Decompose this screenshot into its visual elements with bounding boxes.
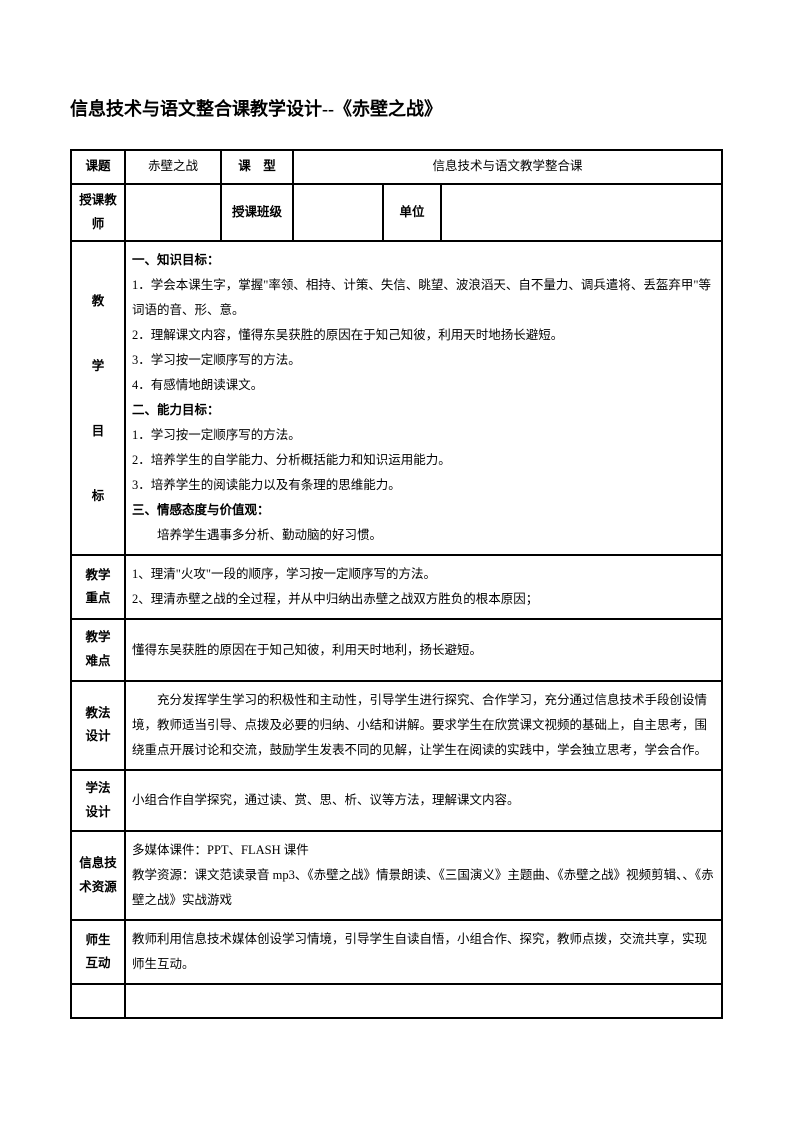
objectives-row: 教学目标 一、知识目标： 1．学会本课生字，掌握"率领、相持、计策、失信、眺望、… <box>71 241 722 555</box>
interaction-row: 师生互动 教师利用信息技术媒体创设学习情境，引导学生自读自悟，小组合作、探究，教… <box>71 920 722 984</box>
teaching-design-content: 充分发挥学生学习的积极性和主动性，引导学生进行探究、合作学习，充分通过信息技术手… <box>125 681 722 770</box>
difficulties-content: 懂得东吴获胜的原因在于知己知彼，利用天时地利，扬长避短。 <box>125 619 722 681</box>
class-label: 授课班级 <box>221 184 293 242</box>
obj-l3: 3．学习按一定顺序写的方法。 <box>132 348 715 373</box>
class-value <box>293 184 383 242</box>
teacher-value <box>125 184 221 242</box>
page-title: 信息技术与语文整合课教学设计--《赤壁之战》 <box>70 95 723 121</box>
obj-l1: 1．学会本课生字，掌握"率领、相持、计策、失信、眺望、波浪滔天、自不量力、调兵遣… <box>132 273 715 323</box>
diff-text: 懂得东吴获胜的原因在于知己知彼，利用天时地利，扬长避短。 <box>132 638 715 663</box>
empty-cell-1 <box>71 984 125 1018</box>
objectives-label: 教学目标 <box>71 241 125 555</box>
header-row-2: 授课教师 授课班级 单位 <box>71 184 722 242</box>
unit-value <box>441 184 722 242</box>
obj-h3: 三、情感态度与价值观： <box>132 498 715 523</box>
header-row-1: 课题 赤壁之战 课 型 信息技术与语文教学整合课 <box>71 150 722 184</box>
learning-design-label: 学法设计 <box>71 770 125 832</box>
kp-l1: 1、理清"火攻"一段的顺序，学习按一定顺序写的方法。 <box>132 562 715 587</box>
res-l1: 多媒体课件：PPT、FLASH 课件 <box>132 838 715 863</box>
obj-l4: 4．有感情地朗读课文。 <box>132 373 715 398</box>
teaching-design-label: 教法设计 <box>71 681 125 770</box>
objectives-content: 一、知识目标： 1．学会本课生字，掌握"率领、相持、计策、失信、眺望、波浪滔天、… <box>125 241 722 555</box>
interaction-content: 教师利用信息技术媒体创设学习情境，引导学生自读自悟，小组合作、探究，教师点拨，交… <box>125 920 722 984</box>
obj-h2: 二、能力目标： <box>132 398 715 423</box>
obj-l8: 培养学生遇事多分析、勤动脑的好习惯。 <box>132 523 715 548</box>
obj-l7: 3．培养学生的阅读能力以及有条理的思维能力。 <box>132 473 715 498</box>
keypoints-row: 教学重点 1、理清"火攻"一段的顺序，学习按一定顺序写的方法。 2、理清赤壁之战… <box>71 555 722 619</box>
unit-label: 单位 <box>383 184 441 242</box>
resources-label: 信息技术资源 <box>71 831 125 920</box>
empty-row <box>71 984 722 1018</box>
obj-l2: 2．理解课文内容，懂得东吴获胜的原因在于知己知彼，利用天时地扬长避短。 <box>132 323 715 348</box>
interaction-label: 师生互动 <box>71 920 125 984</box>
int-text: 教师利用信息技术媒体创设学习情境，引导学生自读自悟，小组合作、探究，教师点拨，交… <box>132 927 715 977</box>
resources-row: 信息技术资源 多媒体课件：PPT、FLASH 课件 教学资源：课文范读录音 mp… <box>71 831 722 920</box>
obj-l6: 2．培养学生的自学能力、分析概括能力和知识运用能力。 <box>132 448 715 473</box>
lesson-value: 赤壁之战 <box>125 150 221 184</box>
obj-l5: 1．学习按一定顺序写的方法。 <box>132 423 715 448</box>
empty-cell-2 <box>125 984 722 1018</box>
resources-content: 多媒体课件：PPT、FLASH 课件 教学资源：课文范读录音 mp3、《赤壁之战… <box>125 831 722 920</box>
td-text: 充分发挥学生学习的积极性和主动性，引导学生进行探究、合作学习，充分通过信息技术手… <box>132 688 715 763</box>
teacher-label: 授课教师 <box>71 184 125 242</box>
obj-h1: 一、知识目标： <box>132 248 715 273</box>
teaching-design-row: 教法设计 充分发挥学生学习的积极性和主动性，引导学生进行探究、合作学习，充分通过… <box>71 681 722 770</box>
kp-l2: 2、理清赤壁之战的全过程，并从中归纳出赤壁之战双方胜负的根本原因； <box>132 587 715 612</box>
difficulties-label: 教学难点 <box>71 619 125 681</box>
ld-text: 小组合作自学探究，通过读、赏、思、析、议等方法，理解课文内容。 <box>132 788 715 813</box>
keypoints-label: 教学重点 <box>71 555 125 619</box>
lesson-label: 课题 <box>71 150 125 184</box>
keypoints-content: 1、理清"火攻"一段的顺序，学习按一定顺序写的方法。 2、理清赤壁之战的全过程，… <box>125 555 722 619</box>
difficulties-row: 教学难点 懂得东吴获胜的原因在于知己知彼，利用天时地利，扬长避短。 <box>71 619 722 681</box>
learning-design-row: 学法设计 小组合作自学探究，通过读、赏、思、析、议等方法，理解课文内容。 <box>71 770 722 832</box>
learning-design-content: 小组合作自学探究，通过读、赏、思、析、议等方法，理解课文内容。 <box>125 770 722 832</box>
type-label: 课 型 <box>221 150 293 184</box>
res-l2: 教学资源：课文范读录音 mp3、《赤壁之战》情景朗读、《三国演义》主题曲、《赤壁… <box>132 863 715 913</box>
lesson-plan-table: 课题 赤壁之战 课 型 信息技术与语文教学整合课 授课教师 授课班级 单位 教学… <box>70 149 723 1019</box>
type-value: 信息技术与语文教学整合课 <box>293 150 722 184</box>
